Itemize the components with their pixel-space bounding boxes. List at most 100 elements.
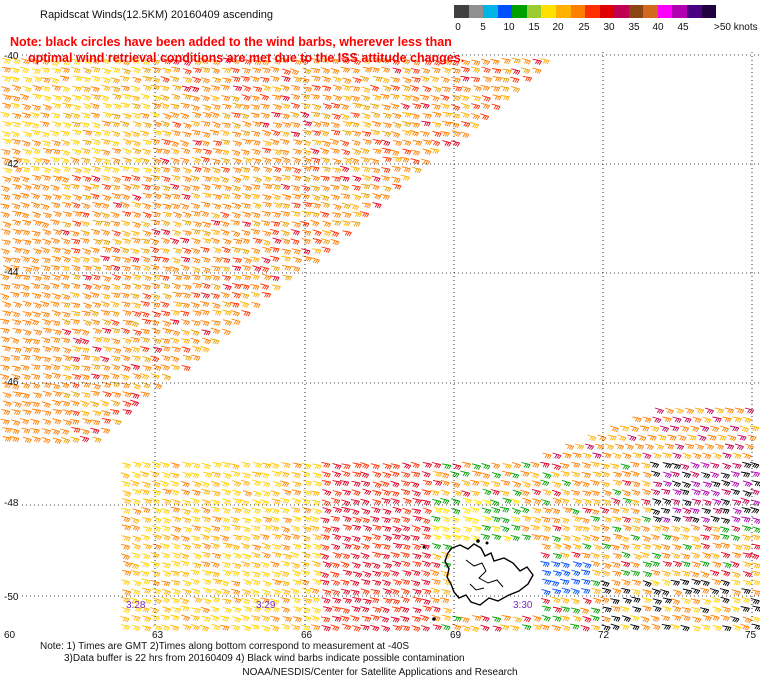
- wind-barb: [182, 471, 192, 479]
- wind-barb: [181, 364, 191, 372]
- wind-barb: [440, 489, 450, 497]
- wind-barb: [190, 614, 200, 622]
- wind-barb: [80, 230, 90, 237]
- wind-barb: [730, 616, 740, 623]
- wind-barb: [150, 58, 161, 65]
- wind-barb: [171, 175, 181, 182]
- wind-barb: [150, 579, 160, 587]
- wind-barb: [362, 138, 372, 146]
- wind-barb: [30, 112, 40, 119]
- wind-barb: [332, 533, 342, 541]
- wind-barb: [311, 202, 321, 209]
- wind-barb: [742, 461, 752, 469]
- wind-barb: [240, 174, 250, 181]
- wind-barb: [590, 490, 600, 497]
- wind-barb: [511, 68, 521, 75]
- wind-barb: [480, 472, 491, 479]
- wind-barb: [92, 327, 102, 335]
- wind-barb: [42, 228, 52, 236]
- wind-barb: [81, 148, 91, 155]
- wind-barb: [282, 553, 292, 560]
- wind-barb: [460, 470, 470, 478]
- wind-barb: [210, 338, 220, 345]
- wind-barb: [172, 301, 183, 308]
- wind-barb: [172, 291, 182, 298]
- wind-barb: [330, 230, 340, 237]
- wind-barb: [742, 452, 752, 460]
- wind-barb: [179, 203, 190, 210]
- wind-barb: [350, 589, 360, 596]
- legend-swatch: [483, 5, 498, 18]
- wind-barb: [101, 239, 111, 246]
- wind-barb: [572, 561, 583, 568]
- wind-barb: [101, 76, 111, 84]
- wind-barb: [80, 337, 90, 345]
- wind-barb: [172, 121, 182, 128]
- wind-barb: [151, 525, 161, 532]
- wind-barb: [90, 183, 100, 190]
- wind-barb: [382, 525, 392, 532]
- wind-barb: [1, 86, 11, 93]
- wind-barb: [419, 614, 430, 622]
- wind-barb: [352, 175, 362, 183]
- note-line-2: optimal wind retrieval conditions are me…: [28, 51, 465, 65]
- wind-barb: [702, 598, 712, 606]
- wind-barb: [272, 578, 282, 586]
- wind-barb: [350, 85, 361, 92]
- wind-barb: [10, 67, 20, 74]
- wind-barb: [11, 283, 21, 290]
- footnote: Note: 1) Times are GMT 2)Times along bot…: [40, 641, 465, 665]
- wind-barb: [21, 219, 32, 226]
- wind-barb: [160, 94, 170, 102]
- wind-barb: [180, 302, 190, 309]
- wind-barb: [122, 346, 132, 354]
- wind-barb: [440, 526, 450, 533]
- wind-barb: [660, 589, 670, 596]
- wind-barb: [722, 462, 732, 470]
- wind-barb: [281, 533, 292, 541]
- wind-barb: [192, 480, 202, 488]
- wind-barb: [180, 489, 191, 496]
- wind-barb: [142, 211, 152, 219]
- wind-barb: [522, 497, 532, 505]
- wind-barb: [652, 516, 662, 523]
- wind-barb: [72, 210, 82, 217]
- wind-barb: [80, 157, 91, 164]
- wind-barb: [270, 624, 280, 632]
- wind-barb: [61, 318, 71, 326]
- wind-barb: [311, 103, 322, 111]
- wind-barb: [142, 84, 152, 92]
- wind-barb: [71, 58, 81, 65]
- wind-barb: [684, 407, 694, 415]
- wind-barb: [662, 605, 672, 613]
- wind-barb: [130, 562, 140, 570]
- wind-barb: [62, 102, 72, 109]
- wind-barb: [700, 607, 710, 614]
- wind-barb: [691, 587, 701, 595]
- wind-barb: [431, 59, 442, 66]
- wind-barb: [290, 507, 301, 514]
- wind-barb: [694, 443, 704, 451]
- wind-barb: [361, 58, 372, 65]
- wind-barb: [82, 292, 92, 300]
- wind-barb: [360, 104, 371, 111]
- wind-barb: [541, 525, 552, 532]
- wind-barb: [241, 526, 251, 533]
- wind-barb: [142, 292, 152, 300]
- wind-barb: [262, 201, 272, 208]
- wind-barb: [260, 597, 270, 604]
- wind-barb: [561, 569, 571, 577]
- wind-barb: [179, 157, 190, 164]
- wind-barb: [70, 318, 80, 325]
- wind-barb: [371, 175, 381, 183]
- wind-barb: [701, 624, 711, 631]
- wind-barb: [460, 102, 471, 110]
- wind-barb: [582, 452, 592, 460]
- wind-barb: [141, 506, 151, 514]
- wind-barb: [382, 463, 392, 470]
- wind-barb: [180, 571, 190, 578]
- wind-barb: [321, 461, 331, 469]
- wind-barb: [261, 589, 271, 596]
- wind-barb: [251, 139, 261, 146]
- wind-barb: [11, 419, 21, 426]
